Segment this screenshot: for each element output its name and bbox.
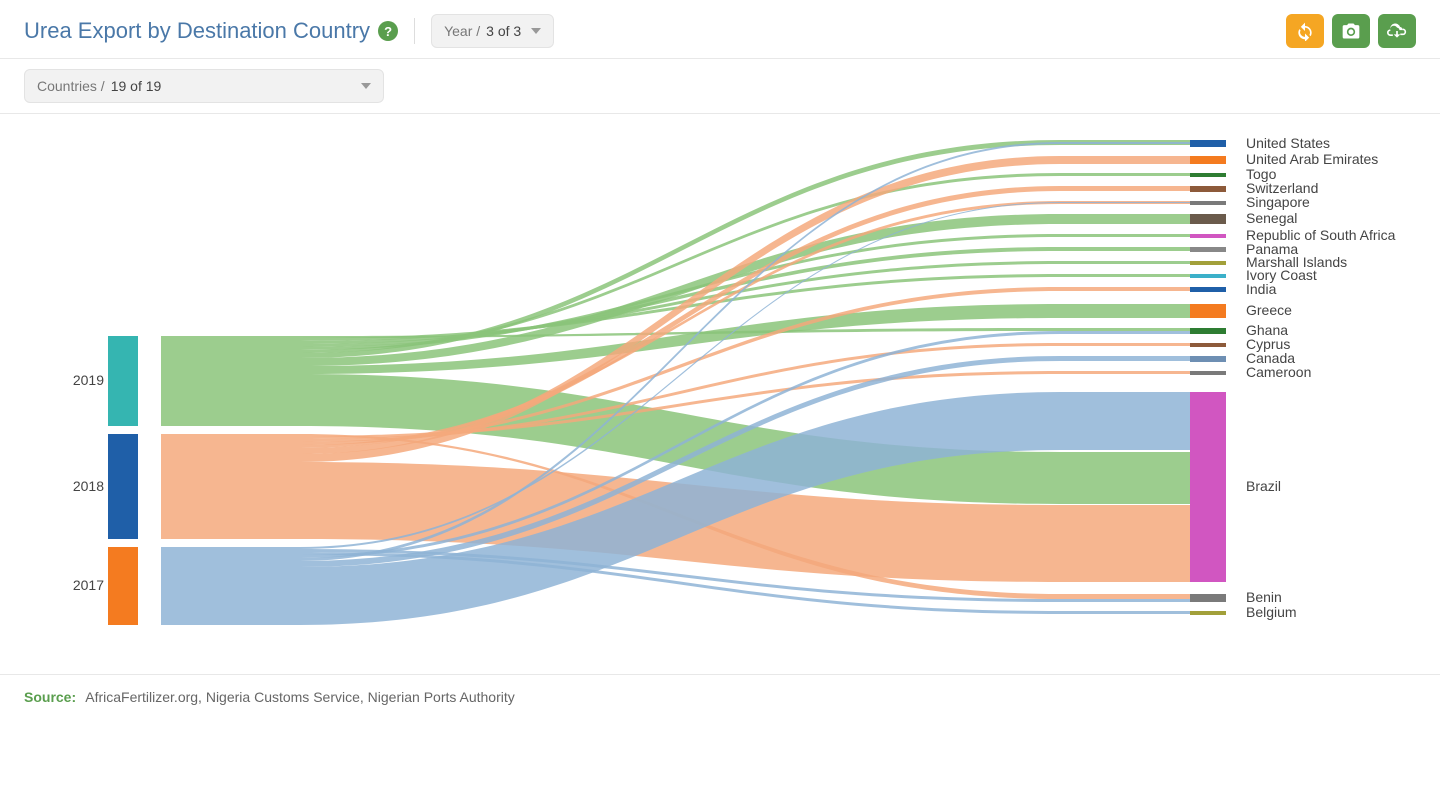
country-label: Brazil [1246,478,1281,494]
country-node [1190,201,1226,205]
chart-title: Urea Export by Destination Country ? [24,18,398,44]
chevron-down-icon [531,28,541,34]
country-node [1190,611,1226,615]
country-node [1190,274,1226,278]
country-label: Cameroon [1246,364,1311,380]
year-selector-label: Year / [444,23,480,39]
country-node [1190,214,1226,224]
header-bar: Urea Export by Destination Country ? Yea… [0,0,1440,59]
screenshot-button[interactable] [1332,14,1370,48]
country-node [1190,287,1226,292]
country-label: Greece [1246,302,1292,318]
title-text: Urea Export by Destination Country [24,18,370,44]
source-text: AfricaFertilizer.org, Nigeria Customs Se… [85,689,514,705]
year-band [145,547,161,625]
refresh-icon [1295,21,1315,41]
camera-icon [1341,21,1361,41]
country-label: Singapore [1246,194,1310,210]
year-band [145,434,161,539]
source-label: Source: [24,689,76,705]
year-node [108,336,138,426]
year-label: 2019 [44,372,104,388]
year-selector[interactable]: Year / 3 of 3 [431,14,554,48]
country-node [1190,304,1226,318]
year-node [108,434,138,539]
year-node [108,547,138,625]
chevron-down-icon [361,83,371,89]
country-node [1190,173,1226,177]
country-node [1190,356,1226,362]
country-label: Senegal [1246,210,1297,226]
year-band [145,336,161,426]
country-node [1190,186,1226,192]
year-label: 2018 [44,478,104,494]
separator [414,18,415,44]
countries-selector[interactable]: Countries / 19 of 19 [24,69,384,103]
country-node [1190,261,1226,265]
country-label: Belgium [1246,604,1297,620]
sankey-svg [0,114,1440,674]
country-node [1190,247,1226,252]
country-label: United Arab Emirates [1246,151,1378,167]
country-node [1190,234,1226,238]
country-node [1190,156,1226,164]
country-node [1190,392,1226,582]
year-label: 2017 [44,577,104,593]
refresh-button[interactable] [1286,14,1324,48]
cloud-download-icon [1387,21,1407,41]
countries-selector-value: 19 of 19 [111,78,162,94]
help-icon[interactable]: ? [378,21,398,41]
filter-bar: Countries / 19 of 19 [0,59,1440,114]
country-node [1190,594,1226,602]
country-label: Benin [1246,589,1282,605]
country-node [1190,371,1226,375]
footer: Source: AfricaFertilizer.org, Nigeria Cu… [0,674,1440,719]
country-node [1190,343,1226,347]
download-button[interactable] [1378,14,1416,48]
year-selector-value: 3 of 3 [486,23,521,39]
country-node [1190,328,1226,334]
countries-selector-label: Countries / [37,78,105,94]
country-label: United States [1246,135,1330,151]
country-label: India [1246,281,1276,297]
country-node [1190,140,1226,147]
sankey-chart: 2019 2018 2017 United StatesUnited Arab Emi… [0,114,1440,674]
action-buttons [1286,14,1416,48]
